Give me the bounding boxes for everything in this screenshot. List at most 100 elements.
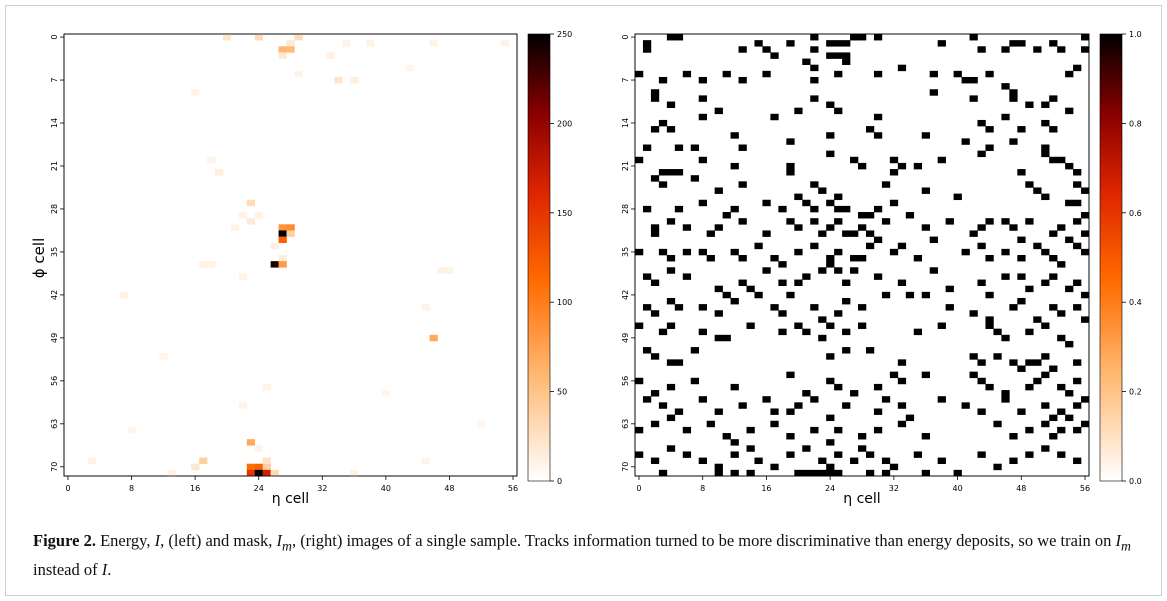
heatmap-cell — [865, 242, 875, 250]
heatmap-cell — [270, 469, 279, 477]
heatmap-cell — [889, 248, 899, 256]
x-tick-label: 8 — [700, 484, 705, 493]
heatmap-cell — [929, 267, 938, 274]
heatmap-cell — [722, 212, 731, 219]
heatmap-cell — [921, 224, 930, 231]
heatmap-cell — [850, 34, 859, 41]
heatmap-cell — [858, 224, 867, 231]
heatmap-cell — [1033, 242, 1042, 250]
heatmap-cell — [977, 242, 986, 250]
heatmap-cell — [1017, 236, 1026, 244]
heatmap-cell — [650, 310, 660, 317]
heatmap-cell — [1081, 230, 1090, 237]
heatmap-cell — [969, 95, 978, 102]
heatmap-cell — [127, 426, 136, 434]
heatmap-cell — [714, 224, 723, 231]
heatmap-cell — [207, 261, 216, 268]
heatmap-cell — [1081, 34, 1090, 41]
heatmap-cell — [889, 169, 899, 176]
heatmap-cell — [674, 304, 684, 311]
heatmap-cell — [246, 439, 256, 446]
heatmap-cell — [262, 383, 271, 391]
heatmap-cell — [650, 230, 660, 237]
heatmap-cell — [977, 46, 986, 53]
caption-symbol-Im-base: I — [276, 531, 283, 550]
heatmap-cell — [850, 267, 859, 274]
heatmap-cell — [985, 316, 994, 323]
heatmap-cell — [865, 126, 875, 133]
heatmap-cell — [1073, 402, 1082, 409]
heatmap-cell — [1073, 169, 1082, 176]
heatmap-cell — [666, 218, 676, 225]
heatmap-cell — [873, 408, 883, 415]
heatmap-cell — [278, 236, 287, 244]
heatmap-cell — [666, 34, 676, 41]
heatmap-cell — [642, 396, 652, 403]
heatmap-cell — [810, 242, 819, 250]
heatmap-cell — [238, 402, 248, 409]
heatmap-cell — [786, 162, 795, 170]
heatmap-cell — [477, 420, 486, 428]
heatmap-cell — [921, 371, 930, 379]
heatmap-cell — [1057, 383, 1066, 391]
heatmap-cell — [1017, 273, 1026, 280]
x-tick-label: 0 — [65, 484, 70, 493]
heatmap-cell — [834, 218, 843, 225]
heatmap-cell — [635, 451, 644, 458]
heatmap-cell — [786, 291, 795, 299]
heatmap-cell — [254, 212, 263, 219]
heatmap-cell — [913, 328, 923, 336]
heatmap-cell — [826, 353, 835, 360]
y-tick-label: 0 — [621, 35, 630, 40]
heatmap-cell — [1001, 273, 1010, 280]
heatmap-cell — [722, 433, 731, 440]
heatmap-cell — [993, 463, 1002, 471]
heatmap-cell — [658, 76, 668, 84]
mask-panel: 0 8 16 24 32 40 48 56 0 7 14 21 28 35 42 49 56 63 70 η ce… — [621, 30, 1142, 507]
heatmap-cell — [270, 261, 279, 268]
heatmap-cell — [1017, 365, 1026, 372]
heatmap-cell — [1041, 101, 1050, 108]
colorbar-tick-label: 0.0 — [1129, 477, 1142, 486]
heatmap-cell — [865, 212, 875, 219]
heatmap-cell — [953, 193, 962, 201]
heatmap-cell — [1041, 150, 1050, 158]
heatmap-cell — [738, 218, 747, 225]
heatmap-cell — [698, 248, 707, 256]
heatmap-cell — [1041, 402, 1050, 409]
heatmap-cell — [746, 445, 755, 452]
x-tick-label: 16 — [761, 484, 771, 493]
heatmap-cell — [746, 469, 755, 477]
heatmap-cell — [1081, 316, 1090, 323]
heatmap-cell — [1009, 304, 1018, 311]
heatmap-cell — [858, 304, 867, 311]
figure-page: 0 8 16 24 32 40 48 56 0 7 14 21 28 35 42 49 56 63 70 η ce… — [5, 5, 1162, 596]
heatmap-cell — [834, 193, 843, 201]
heatmap-cell — [238, 212, 248, 219]
heatmap-cell — [810, 304, 819, 311]
heatmap-cell — [286, 46, 295, 53]
heatmap-cell — [381, 390, 391, 397]
heatmap-cell — [834, 310, 843, 317]
heatmap-cell — [1073, 199, 1082, 207]
heatmap-cell — [246, 469, 256, 477]
heatmap-cell — [666, 322, 676, 329]
heatmap-cell — [254, 445, 263, 452]
heatmap-cell — [794, 193, 803, 201]
heatmap-cell — [642, 347, 652, 354]
heatmap-cell — [770, 408, 779, 415]
x-tick-label: 24 — [254, 484, 264, 493]
heatmap-cell — [897, 162, 907, 170]
y-tick-label: 28 — [621, 204, 630, 214]
heatmap-cell — [873, 273, 883, 280]
heatmap-cell — [666, 297, 676, 305]
heatmap-cell — [1049, 433, 1058, 440]
energy-heatmap-area — [63, 33, 518, 477]
heatmap-cell — [730, 248, 739, 256]
heatmap-cell — [738, 76, 747, 84]
heatmap-cell — [778, 279, 787, 286]
heatmap-cell — [674, 205, 684, 213]
heatmap-cell — [897, 359, 907, 366]
heatmap-cell — [658, 248, 668, 256]
heatmap-cell — [961, 76, 970, 84]
